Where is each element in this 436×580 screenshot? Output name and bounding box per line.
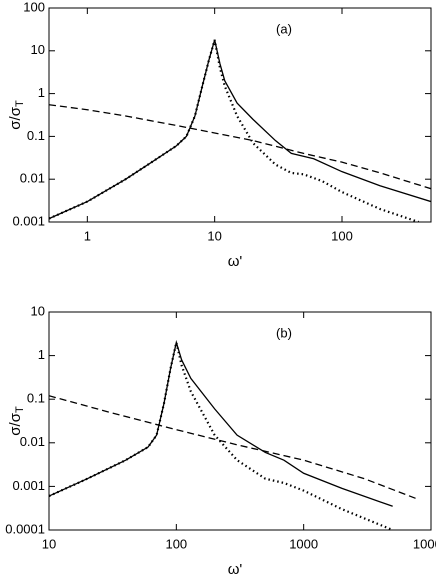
annotation: (a) — [276, 21, 292, 36]
y-tick-label: 0.0001 — [5, 521, 45, 536]
y-tick-label: 0.01 — [20, 434, 45, 449]
y-axis-label-sub: T — [14, 406, 26, 413]
x-axis-label: ω' — [228, 561, 243, 578]
annotation: (b) — [276, 325, 292, 340]
line-series — [49, 342, 394, 530]
plot-frame — [48, 311, 432, 531]
y-tick-label: 10 — [31, 42, 45, 57]
y-tick-label: 1 — [38, 85, 45, 100]
y-tick-label: 0.001 — [12, 478, 45, 493]
y-tick-label: 100 — [23, 0, 45, 14]
y-axis-label-main: σ/σ — [7, 106, 24, 129]
y-axis-label-sub: T — [14, 100, 26, 107]
y-tick-label: 1 — [38, 347, 45, 362]
x-tick-label: 10000 — [413, 536, 436, 551]
x-tick-label: 10 — [207, 228, 221, 243]
y-axis-label: σ/σT — [7, 406, 26, 436]
y-tick-label: 0.01 — [20, 171, 45, 186]
panel: 0.0001 0.001 0.01 0.1 1 10 10 100 1000 10000 (b) ω'… — [5, 303, 436, 578]
line-series — [49, 339, 393, 507]
y-tick-label: 10 — [31, 303, 45, 318]
x-axis-label: ω' — [228, 253, 243, 270]
x-tick-label: 10 — [42, 536, 56, 551]
line-series — [49, 39, 420, 222]
x-tick-label: 100 — [331, 228, 353, 243]
line-series — [49, 104, 431, 190]
y-tick-label: 0.001 — [12, 213, 45, 228]
x-tick-label: 100 — [165, 536, 187, 551]
y-axis-label-main: σ/σ — [7, 412, 24, 435]
y-tick-label: 0.1 — [27, 391, 45, 406]
y-tick-label: 0.1 — [27, 128, 45, 143]
x-tick-label: 1 — [84, 228, 91, 243]
line-series — [49, 39, 431, 220]
plot-frame — [48, 7, 432, 223]
panel: 0.001 0.01 0.1 1 10 100 1 10 100 (a) ω' σ/σT — [7, 0, 432, 270]
y-axis-label: σ/σT — [7, 100, 26, 130]
line-series — [49, 395, 419, 501]
x-tick-label: 1000 — [289, 536, 318, 551]
